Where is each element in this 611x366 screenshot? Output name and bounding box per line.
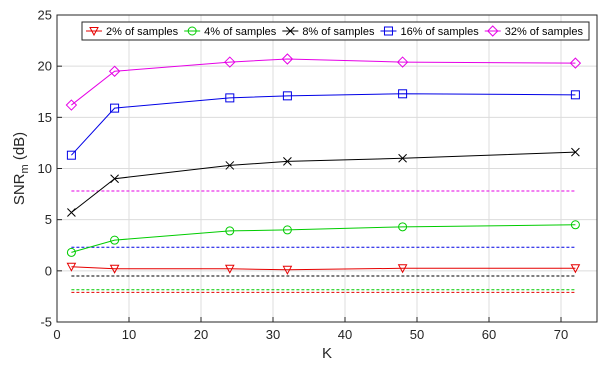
series-4-point — [282, 91, 292, 101]
series-2-point — [225, 226, 235, 236]
series-4-line — [71, 93, 576, 156]
baselines — [71, 190, 576, 293]
legend-entry-5: 32% of samples — [484, 25, 584, 38]
series-1-point — [282, 265, 293, 275]
series-1-point — [397, 264, 408, 274]
series-1-point — [109, 264, 120, 274]
series-2-point — [110, 235, 120, 245]
series-3-point — [225, 161, 235, 170]
series-4-point — [570, 90, 580, 100]
y-tick-label: -5 — [40, 315, 52, 330]
series-4-point — [66, 150, 76, 160]
y-axis-label-sub: m — [19, 164, 31, 173]
series-markers — [65, 53, 582, 275]
legend: 2% of samples 4% of samples 8% of samples 1… — [81, 21, 590, 41]
legend-box — [81, 21, 590, 41]
series-1-line — [71, 266, 576, 271]
legend-entry-1-marker — [89, 27, 99, 37]
series-4-point — [110, 103, 120, 113]
series-lines — [71, 58, 576, 271]
legend-entry-5-marker — [487, 25, 499, 37]
series-5-point — [224, 56, 236, 68]
y-tick-label: 20 — [38, 59, 52, 74]
x-tick-label: 10 — [122, 327, 136, 342]
x-axis-label: K — [322, 345, 332, 362]
series-2-point — [66, 247, 76, 257]
series-3-point — [110, 174, 119, 184]
series-4-point — [398, 89, 408, 99]
series-5-point — [281, 53, 294, 65]
legend-entry-2-label: 4% of samples — [204, 26, 277, 38]
x-tick-label: 30 — [266, 327, 280, 342]
x-tick-label: 50 — [410, 327, 424, 342]
series-2-point — [282, 225, 292, 235]
series-3-point — [67, 208, 76, 217]
series-1-point — [224, 264, 235, 274]
series-4-point — [225, 93, 235, 103]
series-2-line — [71, 224, 576, 253]
series-5-point — [65, 99, 78, 111]
x-tick-label: 40 — [338, 327, 352, 342]
series-2-point — [570, 220, 580, 230]
y-tick-label: 25 — [38, 8, 52, 23]
series-3-point — [571, 147, 580, 157]
legend-entry-2-marker — [187, 26, 197, 36]
y-axis-label-main: SNR — [11, 173, 28, 205]
y-tick-label: 15 — [38, 110, 52, 125]
y-axis-label-suffix: (dB) — [11, 132, 28, 165]
legend-entry-2: 4% of samples — [184, 26, 277, 38]
legend-entry-3-marker — [285, 26, 295, 36]
series-2-point — [398, 222, 408, 232]
series-1-point — [570, 264, 581, 274]
series-5-point — [108, 65, 121, 77]
series-1-point — [66, 262, 77, 272]
series-5-point — [396, 56, 409, 68]
legend-entry-3-label: 8% of samples — [302, 26, 375, 38]
x-tick-label: 0 — [53, 327, 60, 342]
legend-entry-4: 16% of samples — [380, 26, 479, 38]
series-3-point — [398, 153, 407, 163]
series-3-point — [283, 156, 292, 166]
x-tick-label: 20 — [194, 327, 208, 342]
y-axis-label: SNRm (dB) — [11, 132, 31, 205]
legend-entry-4-marker — [383, 26, 393, 36]
x-tick-label: 60 — [482, 327, 496, 342]
x-tick-label: 70 — [554, 327, 568, 342]
legend-entry-3: 8% of samples — [282, 26, 375, 38]
series-5-line — [71, 58, 576, 106]
series-5-point — [569, 57, 582, 69]
legend-entry-1: 2% of samples — [86, 26, 179, 38]
y-tick-label: 5 — [45, 212, 52, 227]
y-tick-label: 10 — [38, 161, 52, 176]
grid — [56, 14, 597, 323]
legend-entry-4-label: 16% of samples — [400, 26, 479, 38]
legend-entry-1-label: 2% of samples — [106, 26, 179, 38]
y-tick-label: 0 — [45, 263, 52, 278]
legend-entry-5-label: 32% of samples — [505, 26, 584, 38]
series-3-line — [71, 151, 576, 213]
